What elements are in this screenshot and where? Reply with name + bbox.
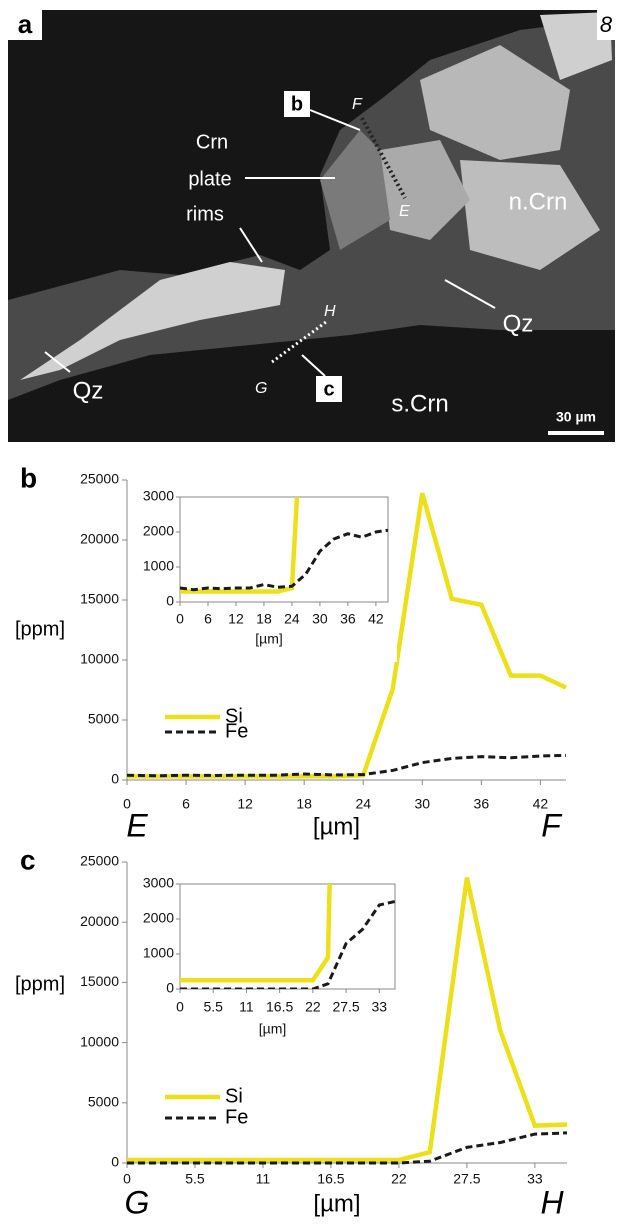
x-tick-label: 30 [415,796,431,812]
panel-label: b [20,462,37,493]
inset-x-tick-label: 5.5 [203,999,223,1015]
phase-label: Crn [196,131,228,153]
inset-x-tick-label: 30 [312,611,328,627]
x-axis-label: [µm] [313,1190,360,1217]
y-tick-label: 10000 [80,651,119,667]
inset-x-axis-label: [µm] [259,1021,287,1037]
point-label: H [324,303,336,320]
legend-label: Fe [225,1106,248,1128]
sem-panel: a 8 b c F E H G Crn plate rims n.Crn Qz … [8,9,615,442]
y-tick-label: 15000 [80,591,119,607]
phase-label: s.Crn [391,390,448,417]
panel-label: a [18,9,33,39]
y-tick-label: 5000 [88,711,119,727]
inset-x-tick-label: 42 [368,611,384,627]
x-tick-label: 16.5 [317,1171,344,1187]
inset-x-tick-label: 22 [305,999,321,1015]
panel-label: c [20,844,36,875]
y-tick-label: 25000 [80,853,119,869]
x-tick-label: 5.5 [185,1171,205,1187]
inset-y-tick-label: 3000 [143,875,174,891]
inset-x-tick-label: 6 [204,611,212,627]
inset-x-tick-label: 33 [372,999,388,1015]
point-label: E [399,203,410,220]
inset-x-tick-label: 16.5 [266,999,293,1015]
x-start-label: E [126,807,148,843]
x-tick-label: 18 [296,796,312,812]
scale-bar-label: 30 µm [556,409,596,425]
page: a 8 b c F E H G Crn plate rims n.Crn Qz … [0,0,623,1225]
y-axis-label: [ppm] [15,618,65,640]
inset-y-tick-label: 2000 [143,910,174,926]
phase-label: Qz [73,377,104,404]
y-axis-label: [ppm] [15,973,65,995]
inset-x-axis-label: [µm] [255,631,283,647]
phase-label: Qz [503,310,534,337]
y-tick-label: 0 [111,1154,119,1170]
x-end-label: F [541,807,563,843]
legend-label: Si [225,1085,243,1107]
inset-x-tick-label: 0 [176,999,184,1015]
inset-y-tick-label: 0 [166,593,174,609]
callout-label: c [323,378,334,400]
page-number: 8 [600,12,613,37]
inset-x-tick-label: 0 [176,611,184,627]
series-line [127,755,566,775]
x-tick-label: 6 [182,796,190,812]
y-tick-label: 5000 [88,1094,119,1110]
x-end-label: H [540,1184,564,1220]
inset-x-tick-label: 11 [239,999,254,1015]
inset-y-tick-label: 3000 [143,488,174,504]
y-tick-label: 25000 [80,471,119,487]
inset-x-tick-label: 18 [256,611,272,627]
inset-y-tick-label: 2000 [143,523,174,539]
legend-label: Fe [225,720,248,742]
inset-x-tick-label: 24 [284,611,300,627]
figure: a 8 b c F E H G Crn plate rims n.Crn Qz … [0,0,623,1220]
x-axis-label: [µm] [313,813,360,840]
x-tick-label: 11 [256,1171,271,1187]
y-tick-label: 20000 [80,913,119,929]
callout-label: b [291,93,303,115]
inset-y-tick-label: 1000 [143,558,174,574]
inset-x-tick-label: 12 [228,611,244,627]
point-label: F [352,96,363,113]
y-tick-label: 0 [111,771,119,787]
inset-y-tick-label: 1000 [143,945,174,961]
x-tick-label: 36 [474,796,490,812]
scale-bar [548,431,604,435]
inset-y-tick-label: 0 [166,980,174,996]
point-label: G [255,380,267,397]
phase-label: rims [186,203,224,225]
x-start-label: G [125,1184,150,1220]
inset-x-tick-label: 36 [340,611,356,627]
y-tick-label: 10000 [80,1033,119,1049]
x-tick-label: 22 [391,1171,407,1187]
x-tick-label: 24 [355,796,371,812]
phase-label: plate [188,168,231,190]
x-tick-label: 27.5 [453,1171,480,1187]
y-tick-label: 20000 [80,531,119,547]
phase-label: n.Crn [509,188,568,215]
inset-x-tick-label: 27.5 [332,999,359,1015]
x-tick-label: 12 [237,796,253,812]
y-tick-label: 15000 [80,973,119,989]
